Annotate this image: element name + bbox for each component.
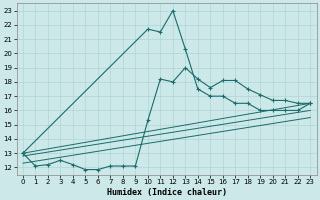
X-axis label: Humidex (Indice chaleur): Humidex (Indice chaleur) bbox=[107, 188, 227, 197]
